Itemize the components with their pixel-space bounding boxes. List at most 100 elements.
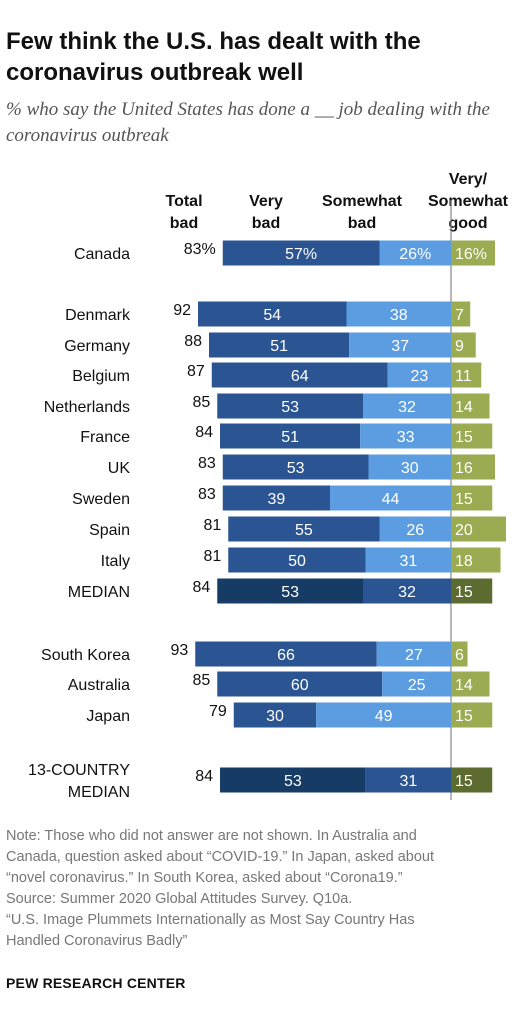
bar-very-bad [209,332,350,358]
chart-row: 51 33 15 84 France [80,423,493,449]
note-line: Note: Those who did not answer are not s… [6,828,417,844]
bar-very-bad [222,485,330,511]
value-label-very-bad: 39 [267,491,285,508]
bar-very-bad [222,240,380,266]
value-label-very-bad: 53 [284,773,302,790]
total-bad-value: 85 [192,672,210,689]
column-header-somewhat-bad: bad [348,215,376,232]
value-label-good: 16% [455,246,487,263]
bar-good [451,702,493,728]
column-header-good: Somewhat [428,193,509,210]
bar-somewhat-bad [363,578,451,604]
bar-very-bad [198,301,347,327]
row-label: Australia [68,677,130,694]
bar-good [451,454,495,480]
bar-very-bad [222,454,369,480]
bar-good [451,641,468,667]
total-bad-value: 79 [209,703,227,720]
bar-good [451,301,471,327]
chart-row: 30 49 15 79 Japan [86,702,493,728]
bar-good [451,578,493,604]
row-label: Spain [89,522,130,539]
bar-somewhat-bad [376,641,451,667]
bar-somewhat-bad [365,547,451,573]
bar-very-bad [217,578,363,604]
total-bad-value: 84 [192,579,210,596]
column-header-very-bad: Very [249,193,283,210]
value-label-somewhat-bad: 26 [406,522,424,539]
note-line: “novel coronavirus.” In South Korea, ask… [6,870,403,886]
value-label-good: 11 [455,368,472,385]
chart-row: 39 44 15 83 Sweden [72,485,493,511]
bar-very-bad [220,767,366,793]
chart-row: 64 23 11 87 Belgium [72,362,482,388]
value-label-somewhat-bad: 31 [399,553,417,570]
row-label: Belgium [72,368,130,385]
column-header-good: good [448,215,487,232]
chart-rows: 57% 26% 16% 83% Canada 54 38 7 92 Denmark 51 37 9 88 G… [28,240,506,800]
note-line: “U.S. Image Plummets Internationally as … [6,912,415,928]
row-label: MEDIAN [68,784,130,800]
bar-good [451,423,493,449]
value-label-somewhat-bad: 38 [390,307,408,324]
value-label-good: 14 [455,399,473,416]
value-label-somewhat-bad: 49 [375,708,393,725]
bar-very-bad [228,516,380,542]
value-label-very-bad: 51 [270,338,288,355]
bar-very-bad [195,641,377,667]
column-header-good: Very/ [449,171,488,188]
bar-good [451,332,476,358]
bar-very-bad [228,547,366,573]
bar-good [451,547,501,573]
bar-very-bad [217,393,363,419]
total-bad-value: 84 [195,768,213,785]
bar-somewhat-bad [363,393,451,419]
column-header-very-bad: bad [252,215,280,232]
total-bad-value: 81 [203,548,221,565]
chart-title: Few think the U.S. has dealt with the co… [6,28,421,86]
note-line: Handled Coronavirus Badly” [6,933,188,949]
column-header-total-bad: bad [170,215,198,232]
chart-note: Note: Those who did not answer are not s… [6,826,518,952]
chart-row: 53 32 15 84 MEDIAN [68,578,493,604]
value-label-very-bad: 30 [266,708,284,725]
bar-somewhat-bad [382,671,451,697]
bar-very-bad [211,362,388,388]
bar-somewhat-bad [387,362,451,388]
chart-row: 50 31 18 81 Italy [101,547,501,573]
bar-good [451,516,506,542]
value-label-very-bad: 53 [281,584,299,601]
value-label-somewhat-bad: 30 [401,460,419,477]
value-label-very-bad: 51 [281,429,299,446]
value-label-somewhat-bad: 23 [410,368,428,385]
row-label: France [80,429,130,446]
value-label-good: 15 [455,773,473,790]
row-label: Canada [74,246,130,263]
chart-row: 55 26 20 81 Spain [89,516,506,542]
bar-somewhat-bad [368,454,451,480]
value-label-good: 15 [455,708,473,725]
value-label-good: 7 [455,307,464,324]
value-label-somewhat-bad: 33 [397,429,415,446]
bar-somewhat-bad [330,485,451,511]
value-label-very-bad: 54 [263,307,281,324]
row-label: 13-COUNTRY [28,762,130,779]
source-organization: PEW RESEARCH CENTER [6,975,186,991]
value-label-very-bad: 50 [288,553,306,570]
value-label-very-bad: 53 [281,399,299,416]
total-bad-value: 83 [198,486,216,503]
bar-somewhat-bad [316,702,451,728]
column-headers: Total bad Very bad Somewhat bad Very/Somewhat g… [165,171,508,232]
bar-somewhat-bad [365,767,451,793]
row-label: Sweden [72,491,130,508]
row-label: Japan [86,708,130,725]
chart-row: 53 31 15 84 13-COUNTRY MEDIAN [28,762,493,800]
value-label-very-bad: 66 [277,647,295,664]
bar-good [451,671,490,697]
value-label-very-bad: 57% [285,246,317,263]
total-bad-value: 88 [184,333,202,350]
bar-somewhat-bad [379,240,451,266]
bar-very-bad [217,671,383,697]
value-label-very-bad: 53 [287,460,305,477]
total-bad-value: 81 [203,517,221,534]
